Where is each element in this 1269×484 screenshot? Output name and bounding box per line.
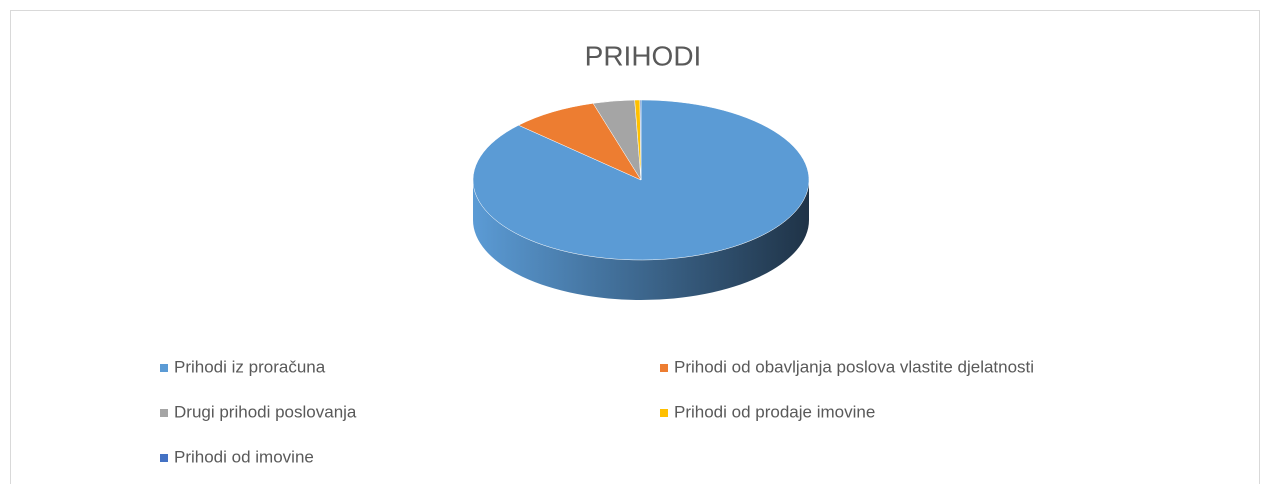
legend-swatch [660, 409, 668, 417]
pie-slice [517, 103, 642, 181]
legend-label: Drugi prihodi poslovanja [174, 402, 357, 421]
legend-swatch [160, 409, 168, 417]
legend-label: Prihodi od imovine [174, 447, 314, 466]
pie-slice [472, 99, 810, 261]
legend-swatch [660, 364, 668, 372]
pie-slice [639, 99, 642, 181]
legend-swatch [160, 364, 168, 372]
legend-label: Prihodi od prodaje imovine [674, 402, 875, 421]
legend-label: Prihodi iz proračuna [174, 357, 326, 376]
legend-swatch [160, 454, 168, 462]
chart-title: PRIHODI [585, 40, 702, 71]
pie-side [473, 180, 809, 300]
legend-label: Prihodi od obavljanja poslova vlastite d… [674, 357, 1034, 376]
